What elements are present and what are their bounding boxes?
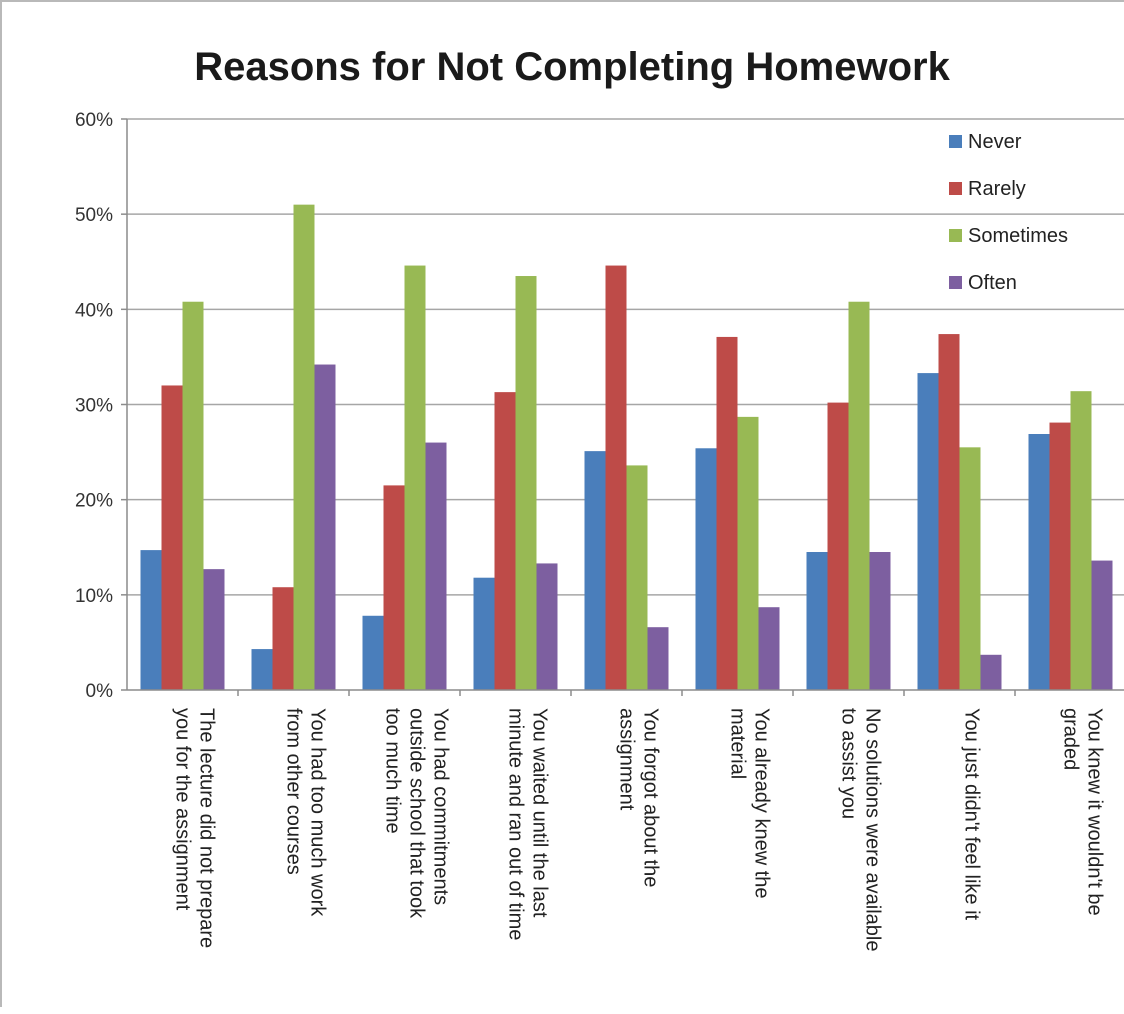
bar-sometimes [737, 416, 759, 690]
bar-often [758, 607, 780, 690]
x-category-label: The lecture did not prepare [196, 708, 218, 948]
y-tick-label: 50% [75, 205, 113, 226]
bars [140, 204, 1113, 690]
bar-never [362, 615, 384, 690]
bar-rarely [1049, 422, 1071, 690]
legend-label-often: Often [968, 272, 1017, 294]
x-category-label: assignment [616, 708, 638, 811]
bar-sometimes [626, 465, 648, 690]
bar-often [647, 627, 669, 690]
y-tick-label: 40% [75, 300, 113, 321]
legend: Never Rarely Sometimes Often [949, 131, 1068, 294]
bar-never [695, 448, 717, 690]
y-tick-label: 10% [75, 586, 113, 607]
bar-sometimes [959, 447, 981, 690]
bar-rarely [383, 485, 405, 690]
bar-sometimes [1070, 391, 1092, 690]
x-category-label: You waited until the last [529, 708, 551, 918]
legend-label-sometimes: Sometimes [968, 225, 1068, 247]
bar-never [917, 373, 939, 690]
y-tick-label: 30% [75, 396, 113, 417]
bar-sometimes [515, 276, 537, 690]
legend-swatch-rarely [949, 182, 962, 195]
x-category-label: graded [1060, 708, 1082, 770]
x-category-label: to assist you [838, 708, 860, 819]
x-category-label: You had too much work [307, 708, 329, 917]
legend-swatch-never [949, 135, 962, 148]
bar-never [473, 577, 495, 690]
x-category-label: You had commitments [430, 708, 452, 905]
bar-often [314, 364, 336, 690]
legend-label-never: Never [968, 131, 1022, 153]
bar-sometimes [293, 204, 315, 690]
x-category-label: too much time [382, 708, 404, 834]
x-category-label: You just didn't feel like it [961, 708, 983, 921]
bar-rarely [272, 587, 294, 690]
x-category-label: You forgot about the [640, 708, 662, 887]
bar-sometimes [404, 265, 426, 690]
bar-never [806, 552, 828, 690]
legend-label-rarely: Rarely [968, 178, 1026, 200]
bar-rarely [938, 334, 960, 690]
bar-rarely [494, 392, 516, 690]
bar-rarely [161, 385, 183, 690]
bar-rarely [605, 265, 627, 690]
x-category-label: No solutions were available [862, 708, 884, 951]
legend-swatch-sometimes [949, 229, 962, 242]
bar-often [203, 569, 225, 690]
legend-swatch-often [949, 276, 962, 289]
bar-never [584, 451, 606, 690]
y-tick-label: 0% [86, 681, 114, 702]
bar-never [251, 649, 273, 690]
bar-often [869, 552, 891, 690]
x-category-label: You knew it wouldn't be [1084, 708, 1106, 916]
bar-often [980, 654, 1002, 690]
y-axis-tick-labels: 0% 10% 20% 30% 40% 50% 60% [75, 110, 113, 702]
x-category-label: you for the assignment [172, 708, 194, 911]
bar-rarely [827, 402, 849, 690]
x-category-label: minute and ran out of time [505, 708, 527, 940]
x-category-label: outside school that took [406, 708, 428, 919]
axes [126, 119, 1124, 696]
y-tick-label: 60% [75, 110, 113, 131]
bar-often [425, 442, 447, 690]
bar-sometimes [848, 301, 870, 690]
bar-often [536, 563, 558, 690]
bar-never [140, 550, 162, 690]
bar-never [1028, 434, 1050, 690]
y-tick-label: 20% [75, 491, 113, 512]
bar-rarely [716, 336, 738, 690]
x-category-label: from other courses [283, 708, 305, 875]
x-category-label: You already knew the [751, 708, 773, 899]
x-category-label: material [727, 708, 749, 779]
bar-often [1091, 560, 1113, 690]
chart-title: Reasons for Not Completing Homework [194, 45, 950, 89]
bar-sometimes [182, 301, 204, 690]
